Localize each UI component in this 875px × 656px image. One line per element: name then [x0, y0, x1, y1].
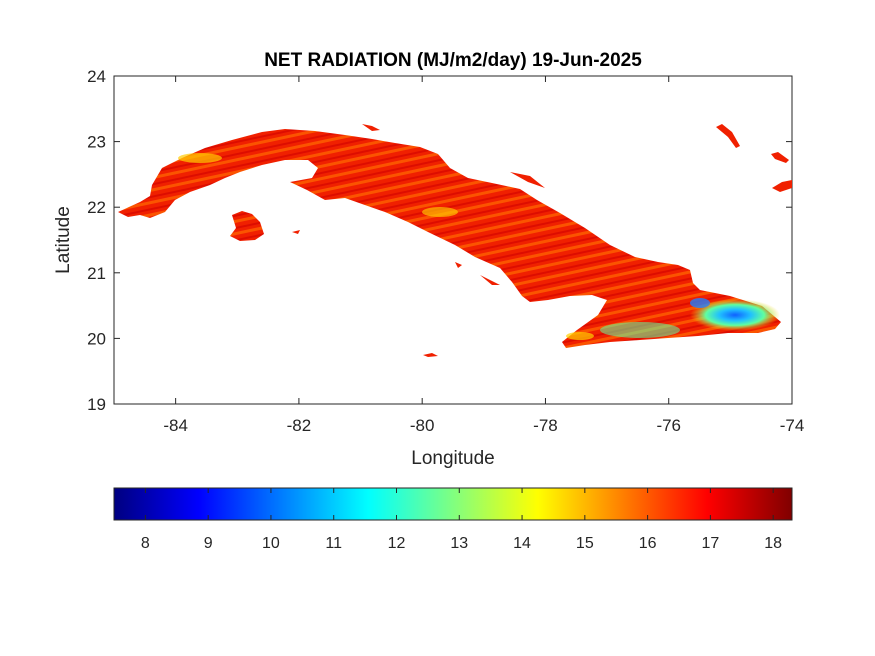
key	[510, 172, 545, 188]
y-axis-label: Latitude	[53, 206, 74, 274]
east-cool-zone	[690, 299, 780, 331]
colorbar-tick-label: 10	[262, 535, 280, 552]
east-cool-zone-3	[690, 298, 710, 308]
key	[423, 353, 438, 357]
key	[716, 124, 740, 148]
key	[480, 275, 500, 285]
colorbar-tick-label: 13	[450, 535, 468, 552]
warm-patch	[566, 332, 594, 340]
cuba-main-island	[118, 129, 781, 348]
warm-patch	[178, 153, 222, 163]
y-tick-label: 22	[87, 198, 106, 217]
colorbar-ticks: 8 9 10 11 12 13 14 15 16 17 18	[141, 488, 782, 552]
key	[292, 230, 300, 234]
x-axis-label: Longitude	[411, 448, 494, 469]
x-tick-label: -78	[533, 416, 558, 435]
colorbar-tick-label: 15	[576, 535, 594, 552]
colorbar-tick-label: 14	[513, 535, 531, 552]
y-axis: 19 20 21 22 23 24	[87, 67, 792, 414]
x-tick-label: -82	[287, 416, 312, 435]
y-tick-label: 19	[87, 395, 106, 414]
y-tick-label: 20	[87, 329, 106, 348]
colorbar-tick-label: 12	[388, 535, 406, 552]
east-cool-zone-2	[600, 322, 680, 338]
key	[362, 124, 380, 131]
y-tick-label: 23	[87, 133, 106, 152]
colorbar-tick-label: 11	[325, 535, 342, 552]
colorbar	[113, 487, 793, 521]
colorbar-tick-label: 9	[204, 535, 213, 552]
cuba-landmass	[118, 124, 792, 357]
colorbar-tick-label: 8	[141, 535, 150, 552]
key	[455, 262, 462, 268]
key	[771, 152, 789, 163]
x-tick-label: -76	[656, 416, 681, 435]
colorbar-tick-label: 17	[701, 535, 719, 552]
x-tick-label: -84	[163, 416, 188, 435]
warm-patch	[422, 207, 458, 217]
key	[772, 180, 792, 192]
isla-de-la-juventud	[230, 211, 264, 241]
colorbar-tick-label: 16	[639, 535, 657, 552]
map-title: NET RADIATION (MJ/m2/day) 19-Jun-2025	[264, 50, 642, 71]
x-axis: -84 -82 -80 -78 -76 -74	[163, 76, 804, 435]
colorbar-tick-label: 18	[764, 535, 782, 552]
x-tick-label: -80	[410, 416, 435, 435]
y-tick-label: 24	[87, 67, 106, 86]
x-tick-label: -74	[780, 416, 805, 435]
y-tick-label: 21	[87, 264, 106, 283]
